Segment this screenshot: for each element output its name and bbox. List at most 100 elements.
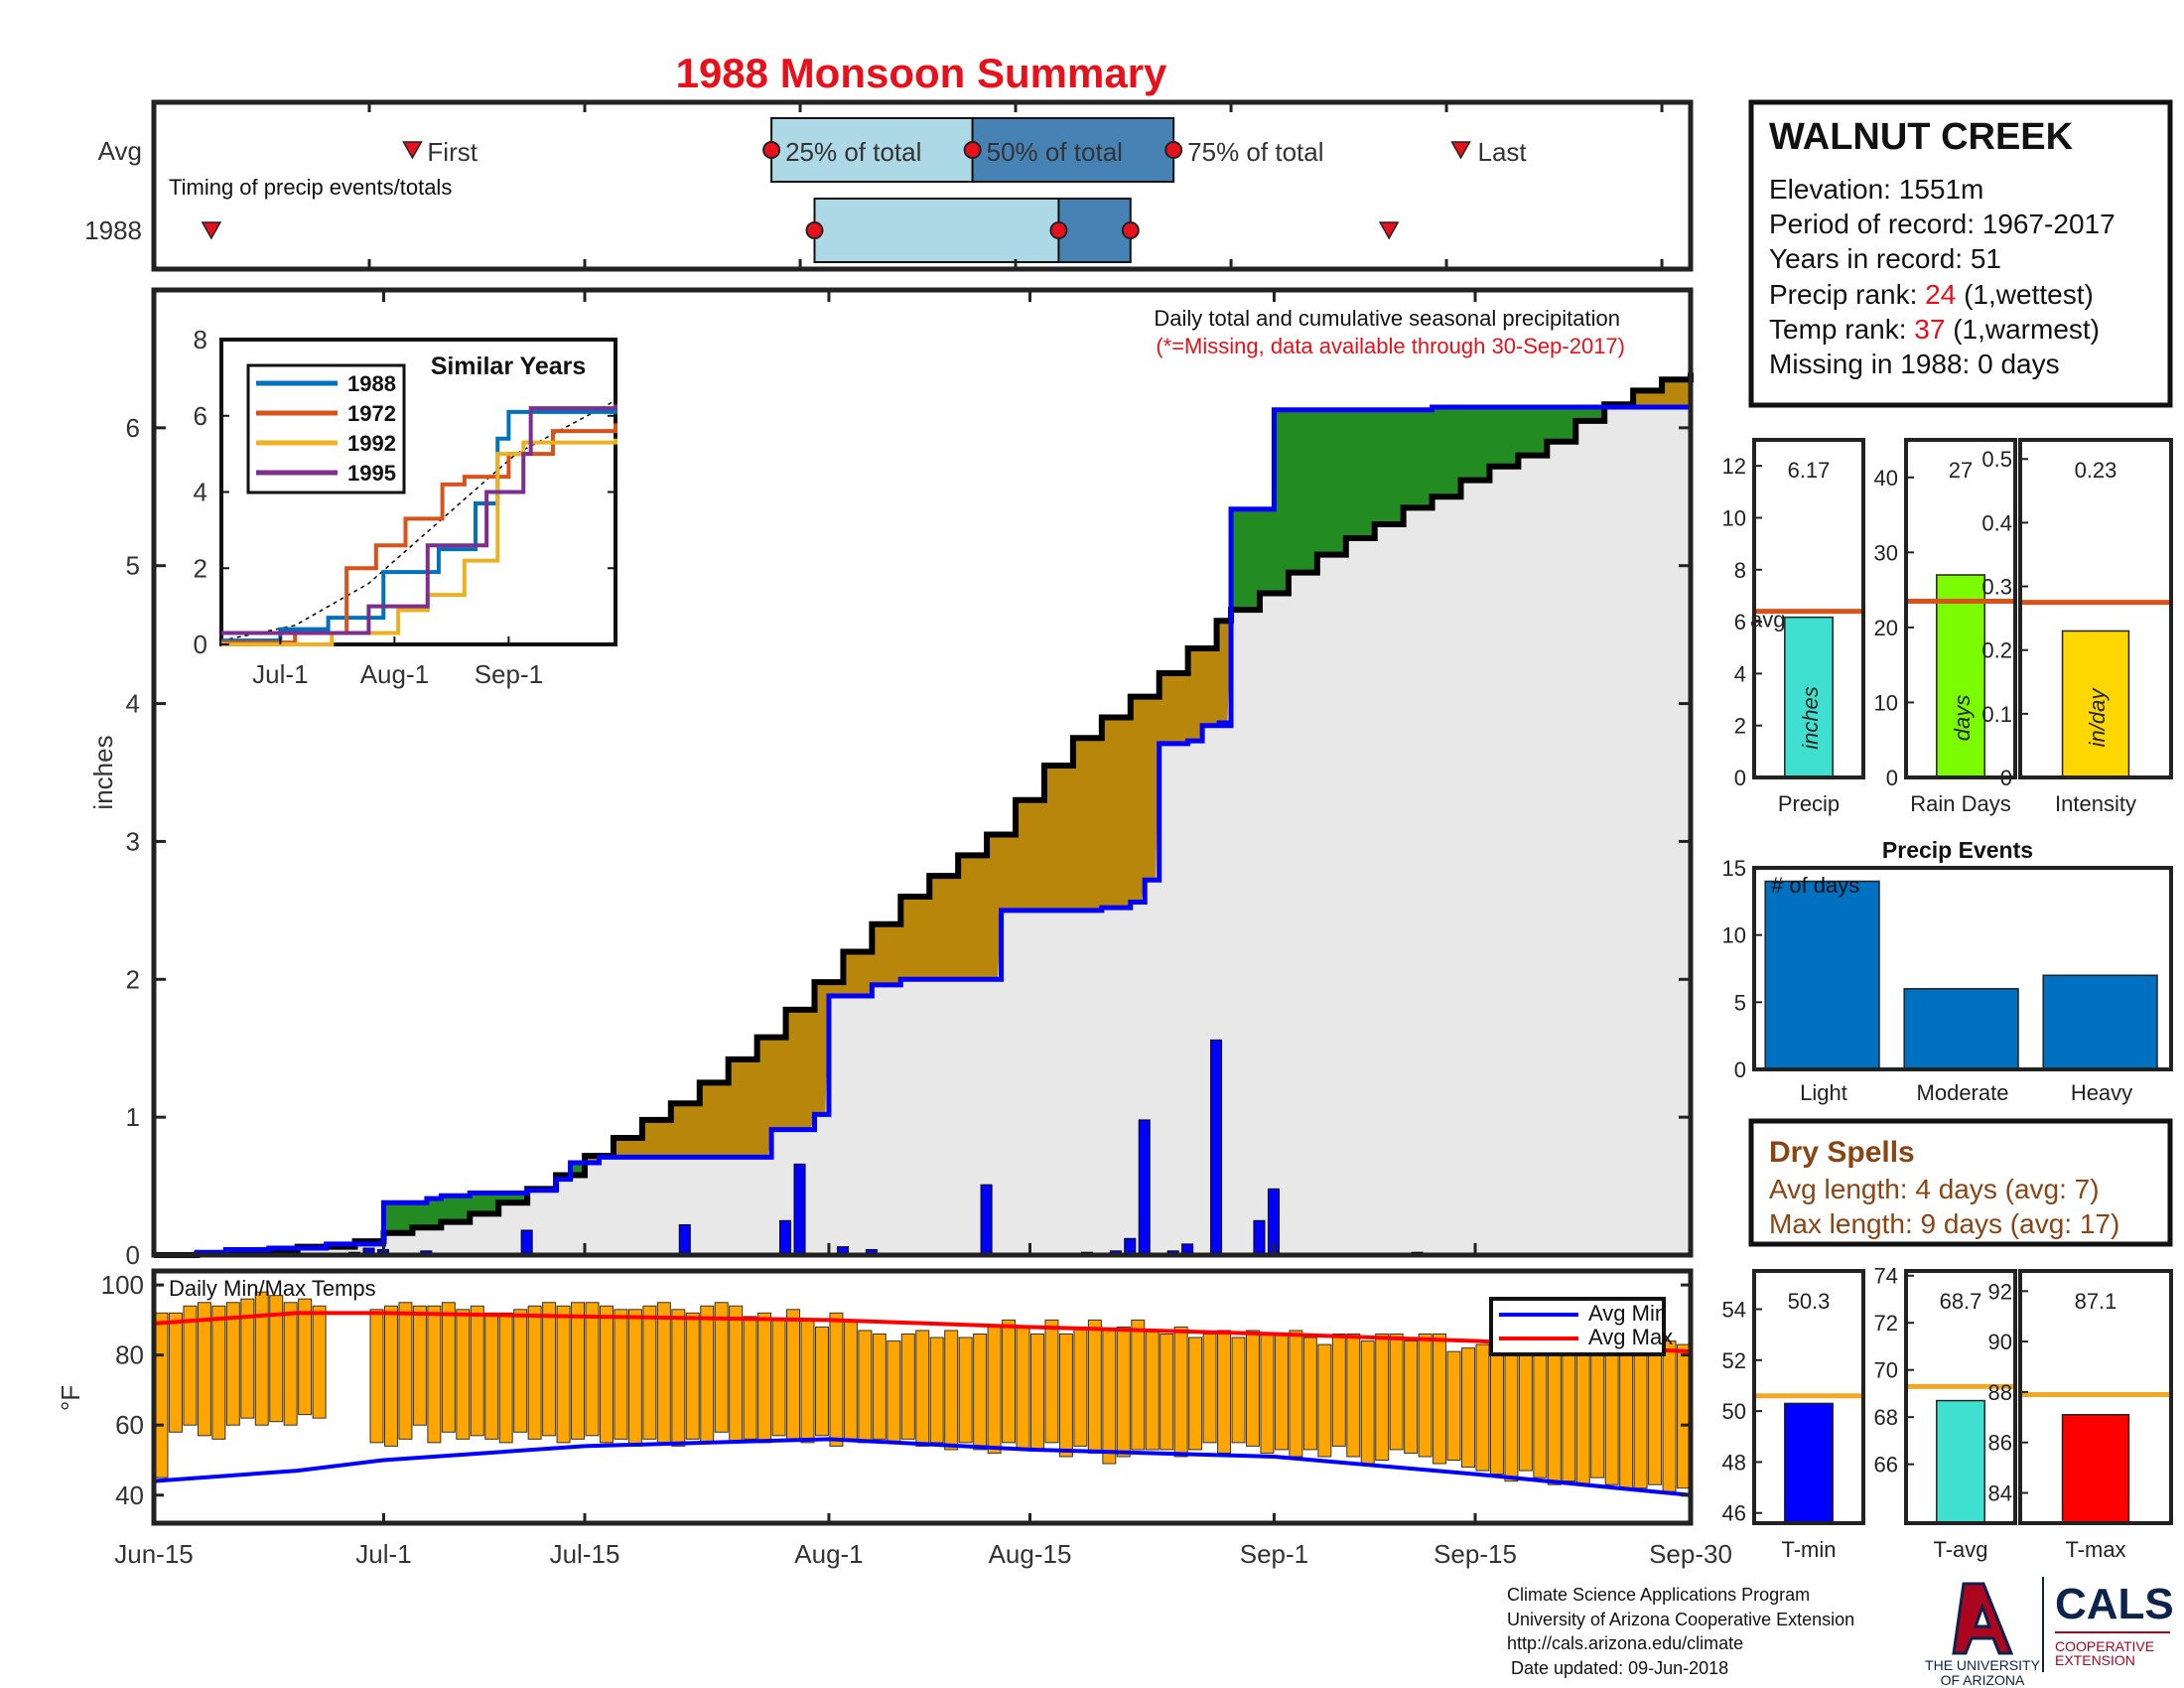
avg-min-line xyxy=(153,1437,1692,1497)
timing-box-25-50 xyxy=(770,117,974,183)
panel-y-label: 84 xyxy=(1988,1481,2012,1506)
temp-range-bar xyxy=(1518,1347,1533,1472)
cumulative-ylabel: inches xyxy=(88,735,118,809)
temps-title: Daily Min/Max Temps xyxy=(169,1276,376,1301)
temp-range-bar xyxy=(1044,1319,1059,1444)
temp-range-bar xyxy=(987,1326,1002,1454)
temp-range-bar xyxy=(1073,1326,1088,1447)
temp-range-bar xyxy=(814,1326,829,1437)
inset-legend-label: 1972 xyxy=(347,401,396,426)
inset-plot: 0 2 4 6 8 Jul-1 Aug-1 Sep-1 xyxy=(194,325,617,689)
panel-xlabel-Rain Days: Rain Days xyxy=(1910,791,2010,816)
panel-avg-label: avg xyxy=(1750,608,1785,633)
temp-range-bar xyxy=(1633,1347,1648,1489)
x-tick-label: Aug-15 xyxy=(989,1539,1072,1569)
timing-dot-p25 xyxy=(762,141,781,159)
precip-events-ylabel: # of days xyxy=(1771,873,1859,898)
temp-range-bar xyxy=(1575,1354,1590,1485)
panel-frame-T-max xyxy=(2018,1269,2173,1525)
cumulative-chart: 0 1 2 3 4 5 6 Daily total and cumulative seaso… xyxy=(88,287,1694,1270)
temp-range-bar xyxy=(1418,1334,1433,1458)
panel-xlabel-Intensity: Intensity xyxy=(2055,791,2136,816)
temp-range-bar xyxy=(915,1330,930,1447)
temp-range-bar xyxy=(1504,1343,1519,1482)
timing-dot-p50 xyxy=(963,141,982,159)
x-tick-label: Aug-1 xyxy=(794,1539,863,1569)
temp-range-bar xyxy=(1662,1340,1677,1492)
temp-range-bar xyxy=(1087,1319,1102,1454)
daily-precip-bar xyxy=(980,1184,993,1256)
temp-plot: 40 60 80 100 xyxy=(101,1270,1693,1523)
temp-range-bar xyxy=(1433,1334,1447,1465)
dry-spells-title: Dry Spells xyxy=(1769,1136,1915,1169)
temp-range-bar xyxy=(1404,1340,1419,1454)
event-y-label: 10 xyxy=(1722,923,1746,948)
panel-value-T-avg: 68.7 xyxy=(1940,1289,1982,1314)
temp-range-bar xyxy=(197,1302,211,1437)
temp-range-bar xyxy=(513,1309,528,1433)
panel-y-label: 72 xyxy=(1874,1311,1898,1336)
panel-y-label: 50 xyxy=(1722,1399,1746,1424)
temp-range-bar xyxy=(240,1298,255,1419)
timing-row-year: 1988 xyxy=(84,215,142,245)
inset-line-1995 xyxy=(221,404,617,635)
panel-bar-Rain Days xyxy=(1936,574,1985,778)
panel-y-label: 70 xyxy=(1874,1358,1898,1383)
legend-avg-min: Avg Min xyxy=(1588,1301,1667,1326)
temp-range-bar xyxy=(1173,1326,1188,1458)
temp-range-bar xyxy=(685,1312,700,1440)
dry-spells-frame xyxy=(1748,1118,2173,1247)
timing-row-avg: Avg xyxy=(98,136,142,166)
event-bar-Moderate xyxy=(1903,988,2019,1070)
temp-range-bar xyxy=(456,1309,471,1440)
inset-legend-label: 1995 xyxy=(347,461,396,486)
inset-legend-label: 1988 xyxy=(347,371,396,396)
station-missing: Missing in 1988: 0 days xyxy=(1769,349,2060,379)
panel-y-label: 2 xyxy=(1734,714,1746,739)
cals-text: CALS xyxy=(2055,1580,2174,1628)
chart-note-missing: (*=Missing, data available through 30-Se… xyxy=(1156,334,1625,358)
temp-range-bar xyxy=(627,1309,642,1447)
panel-y-label: 30 xyxy=(1874,540,1898,565)
x-tick-label: Jul-1 xyxy=(355,1539,411,1569)
event-label-Moderate: Moderate xyxy=(1917,1080,2009,1105)
panel-value-Intensity: 0.23 xyxy=(2075,458,2117,483)
station-info: WALNUT CREEK Elevation: 1551m Period of … xyxy=(1748,99,2173,408)
temp-range-bar xyxy=(254,1291,269,1426)
temp-range-bar xyxy=(700,1305,715,1444)
timing-label-p25: 25% of total xyxy=(785,137,921,167)
daily-precip-bar xyxy=(520,1229,533,1256)
event-bar-Light xyxy=(1764,880,1880,1070)
season-bar-panels: 6.17 0 2 4 6 8 10 12 Precip inches avg 27 0 10 20 30 40 R… xyxy=(1722,438,2173,816)
temp-range-bar xyxy=(484,1312,499,1440)
panel-y-label: 6 xyxy=(1734,610,1746,634)
temp-range-bar xyxy=(369,1309,384,1444)
temp-range-bar xyxy=(1116,1326,1131,1458)
temp-range-bar xyxy=(1461,1347,1475,1469)
temp-range-bar xyxy=(872,1334,887,1440)
panel-y-label: 0.1 xyxy=(1981,702,2012,727)
panel-y-label: 46 xyxy=(1722,1501,1746,1526)
cumulative-axes: 0 1 2 3 4 5 6 xyxy=(126,290,1693,1270)
timing-triangle-first xyxy=(201,221,222,240)
timing-note: Timing of precip events/totals xyxy=(169,175,452,200)
temp-range-bar xyxy=(1002,1319,1017,1444)
university-of-arizona-logo: THE UNIVERSITY OF ARIZONA xyxy=(1925,1582,2041,1688)
temp-range-bar xyxy=(729,1305,744,1444)
chart-note: Daily total and cumulative seasonal prec… xyxy=(1154,306,1620,331)
panel-y-label: 4 xyxy=(1734,661,1746,686)
panel-bar-T-max xyxy=(2061,1414,2130,1524)
temp-range-bar xyxy=(1030,1334,1044,1451)
inset-y-label: 8 xyxy=(194,325,207,354)
temp-range-bar xyxy=(269,1295,284,1423)
station-frame xyxy=(1748,99,2173,408)
y-tick-label: 4 xyxy=(126,689,140,719)
temp-range-bar xyxy=(714,1302,729,1433)
temps-legend xyxy=(1489,1297,1666,1356)
temp-range-bar xyxy=(829,1312,844,1447)
panel-frame-T-avg xyxy=(1904,1269,2017,1525)
panel-xlabel-T-avg: T-avg xyxy=(1933,1537,1987,1562)
panel-y-label: 0.5 xyxy=(1981,447,2012,472)
ua-text-2: OF ARIZONA xyxy=(1941,1672,2025,1688)
temp-range-bar xyxy=(900,1334,915,1440)
